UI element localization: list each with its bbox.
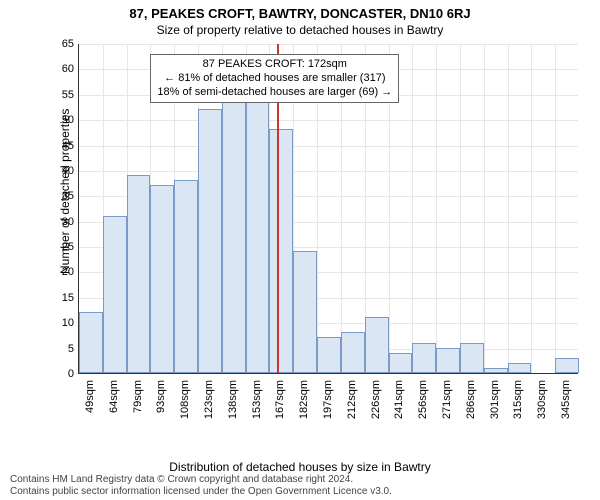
gridline-horizontal <box>79 171 578 172</box>
histogram-bar <box>508 363 532 373</box>
gridline-vertical <box>555 44 556 373</box>
attribution-text: Contains HM Land Registry data © Crown c… <box>10 474 392 498</box>
chart-container: 87 PEAKES CROFT: 172sqm← 81% of detached… <box>48 44 578 414</box>
x-tick-label: 64sqm <box>108 380 120 413</box>
y-tick-label: 40 <box>50 165 74 177</box>
histogram-bar <box>150 185 174 373</box>
histogram-bar <box>198 109 222 373</box>
histogram-bar <box>365 317 389 373</box>
attribution-line: Contains public sector information licen… <box>10 486 392 498</box>
histogram-bar <box>269 129 293 373</box>
x-tick-label: 167sqm <box>274 380 286 419</box>
gridline-horizontal <box>79 44 578 45</box>
x-tick-label: 153sqm <box>251 380 263 419</box>
page-title: 87, PEAKES CROFT, BAWTRY, DONCASTER, DN1… <box>0 0 600 21</box>
x-tick-label: 345sqm <box>560 380 572 419</box>
histogram-bar <box>389 353 413 373</box>
histogram-bar <box>436 348 460 373</box>
x-tick-label: 182sqm <box>298 380 310 419</box>
gridline-vertical <box>436 44 437 373</box>
x-tick-label: 226sqm <box>370 380 382 419</box>
y-tick-label: 25 <box>50 241 74 253</box>
gridline-vertical <box>412 44 413 373</box>
x-tick-label: 138sqm <box>227 380 239 419</box>
histogram-bar <box>222 94 246 373</box>
plot-area: 87 PEAKES CROFT: 172sqm← 81% of detached… <box>78 44 578 374</box>
x-tick-label: 286sqm <box>465 380 477 419</box>
x-tick-label: 108sqm <box>179 380 191 419</box>
histogram-bar <box>341 332 365 373</box>
histogram-bar <box>293 251 317 373</box>
y-tick-label: 0 <box>50 368 74 380</box>
y-tick-label: 5 <box>50 343 74 355</box>
y-tick-label: 45 <box>50 140 74 152</box>
histogram-bar <box>103 216 127 373</box>
histogram-bar <box>412 343 436 373</box>
x-tick-label: 256sqm <box>417 380 429 419</box>
x-tick-label: 241sqm <box>393 380 405 419</box>
annotation-line: 87 PEAKES CROFT: 172sqm <box>157 58 392 72</box>
y-tick-label: 50 <box>50 114 74 126</box>
page-subtitle: Size of property relative to detached ho… <box>0 21 600 41</box>
y-tick-label: 20 <box>50 266 74 278</box>
annotation-line: 18% of semi-detached houses are larger (… <box>157 86 392 100</box>
x-tick-label: 330sqm <box>536 380 548 419</box>
annotation-line: ← 81% of detached houses are smaller (31… <box>157 72 392 86</box>
gridline-vertical <box>484 44 485 373</box>
y-tick-label: 15 <box>50 292 74 304</box>
histogram-bar <box>174 180 198 373</box>
histogram-bar <box>317 337 341 373</box>
x-tick-label: 93sqm <box>155 380 167 413</box>
x-tick-label: 79sqm <box>132 380 144 413</box>
histogram-bar <box>127 175 151 373</box>
y-tick-label: 60 <box>50 63 74 75</box>
x-tick-label: 315sqm <box>512 380 524 419</box>
histogram-bar <box>484 368 508 373</box>
x-tick-label: 301sqm <box>489 380 501 419</box>
x-tick-label: 271sqm <box>441 380 453 419</box>
x-tick-label: 212sqm <box>346 380 358 419</box>
gridline-horizontal <box>79 146 578 147</box>
y-tick-label: 30 <box>50 216 74 228</box>
y-tick-label: 35 <box>50 190 74 202</box>
x-tick-label: 197sqm <box>322 380 334 419</box>
gridline-vertical <box>460 44 461 373</box>
gridline-vertical <box>508 44 509 373</box>
gridline-horizontal <box>79 120 578 121</box>
x-tick-label: 49sqm <box>84 380 96 413</box>
histogram-bar <box>555 358 579 373</box>
y-tick-label: 10 <box>50 317 74 329</box>
histogram-bar <box>246 99 270 373</box>
annotation-box: 87 PEAKES CROFT: 172sqm← 81% of detached… <box>150 54 399 103</box>
x-axis-label: Distribution of detached houses by size … <box>0 460 600 474</box>
y-tick-label: 55 <box>50 89 74 101</box>
attribution-line: Contains HM Land Registry data © Crown c… <box>10 474 392 486</box>
histogram-bar <box>460 343 484 373</box>
gridline-vertical <box>531 44 532 373</box>
histogram-bar <box>79 312 103 373</box>
y-tick-label: 65 <box>50 38 74 50</box>
x-tick-label: 123sqm <box>203 380 215 419</box>
